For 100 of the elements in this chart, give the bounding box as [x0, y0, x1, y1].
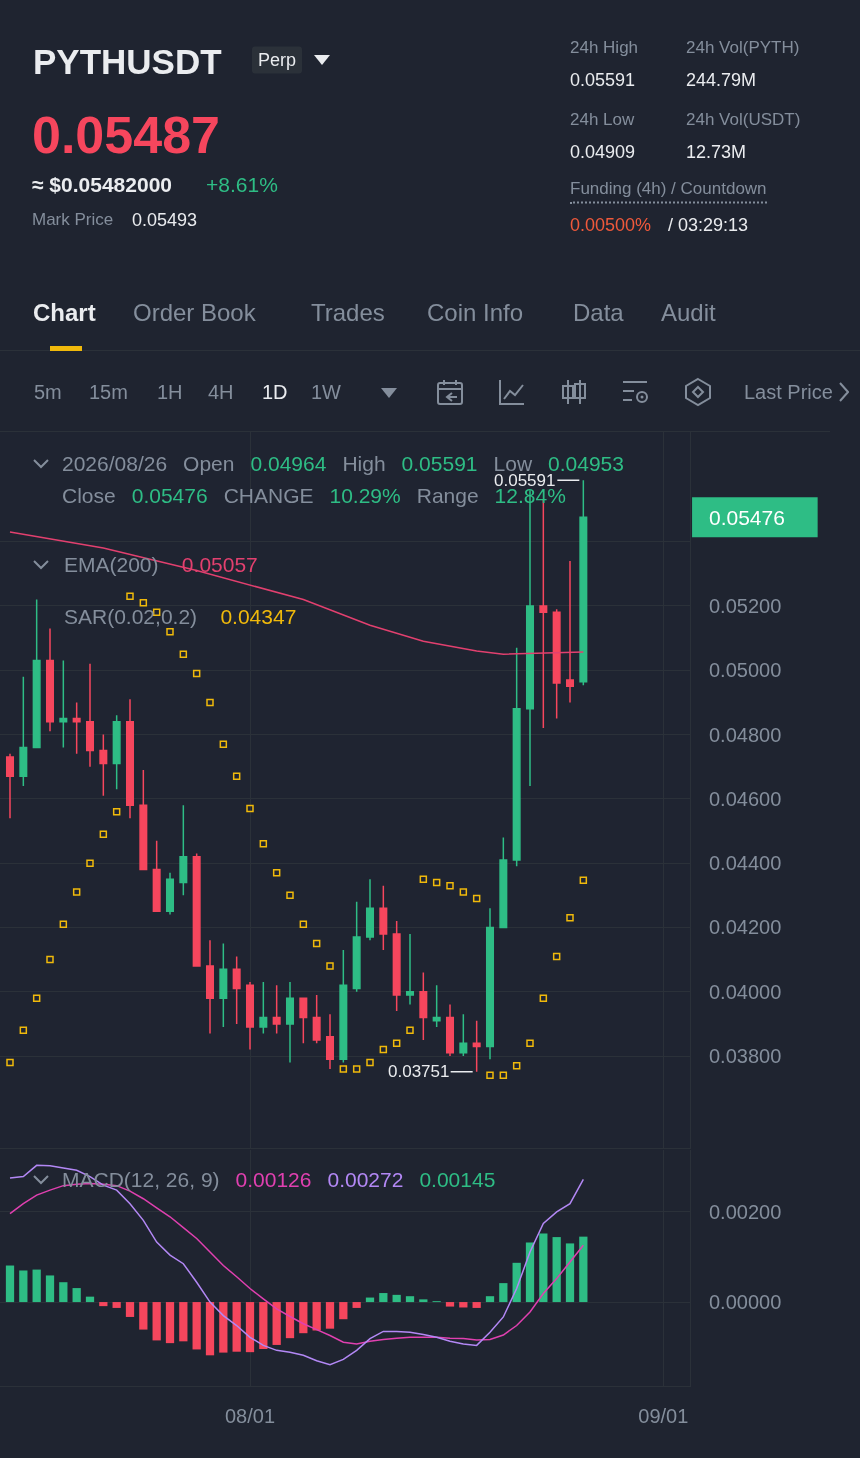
- bar: [32, 1269, 41, 1303]
- text: Mark Price: [32, 210, 114, 230]
- bar: [259, 1302, 268, 1349]
- point: [32, 994, 41, 1002]
- text: Perp: [252, 46, 303, 74]
- text: +8.61%: [206, 173, 278, 197]
- y-tick-label: 0.04400: [709, 852, 782, 875]
- candlestick: [419, 971, 428, 1041]
- text: 0.05487: [32, 105, 220, 165]
- bar: [352, 1302, 361, 1308]
- bar: [339, 1302, 348, 1320]
- series-label: EMA(200): [64, 553, 159, 576]
- y-tick-label: 0.00200: [709, 1200, 782, 1223]
- text: Funding (4h) / Countdown: [570, 178, 767, 204]
- bar: [472, 1302, 481, 1308]
- annotation: High: [342, 451, 386, 477]
- point: [339, 1065, 348, 1073]
- text: 0.05493: [132, 209, 198, 231]
- text: 244.79M: [686, 69, 757, 91]
- x-tick-label: 08/01: [224, 1405, 276, 1427]
- candlestick: [85, 663, 95, 768]
- point: [432, 878, 441, 887]
- point: [392, 1039, 401, 1047]
- bar: [179, 1302, 188, 1342]
- candlestick: [232, 955, 241, 1025]
- y-tick-label: 0.00000: [709, 1291, 782, 1314]
- text: 24h Vol(PYTH): [686, 38, 800, 58]
- point: [299, 920, 308, 928]
- text: 1D: [262, 380, 288, 404]
- candlestick: [152, 839, 161, 913]
- candlestick: [459, 1013, 468, 1057]
- point: [112, 807, 121, 816]
- text: Trades: [311, 299, 385, 327]
- annotation: Range: [416, 483, 479, 509]
- bar: [325, 1302, 335, 1329]
- point: [6, 1058, 14, 1067]
- candlestick: [405, 933, 415, 1006]
- point: [419, 875, 428, 883]
- bar: [445, 1302, 455, 1307]
- text: Audit: [661, 299, 716, 327]
- bar: [299, 1302, 308, 1334]
- candlestick: [285, 981, 295, 1064]
- bar: [552, 1237, 561, 1303]
- candlestick: [512, 646, 521, 868]
- candlestick: [19, 675, 28, 787]
- candlestick: [379, 884, 388, 951]
- point: [59, 920, 68, 928]
- annotation: CHANGE: [223, 483, 314, 509]
- point: [326, 962, 334, 970]
- point: [259, 840, 268, 848]
- bar: [245, 1302, 255, 1353]
- bar: [565, 1243, 575, 1303]
- annotation: 2026/08/26: [62, 451, 168, 477]
- candlestick: [272, 984, 281, 1035]
- candlestick: [179, 804, 188, 897]
- point: [72, 888, 81, 896]
- series-label: SAR(0.02,0.2): [64, 605, 198, 628]
- candlestick: [325, 1013, 335, 1070]
- candlestick: [165, 872, 175, 916]
- line-series: [9, 1164, 585, 1366]
- bar: [205, 1302, 215, 1356]
- candlestick: [552, 608, 561, 720]
- bar: [405, 1296, 415, 1303]
- candlestick: [445, 1003, 455, 1057]
- point: [179, 650, 188, 658]
- text: 0.04909: [570, 141, 636, 163]
- text: 0.00500%: [570, 214, 652, 236]
- point: [539, 994, 548, 1002]
- annotation: 0.04964: [250, 451, 327, 477]
- y-tick-label: 0.04800: [709, 723, 782, 746]
- candlestick: [99, 733, 108, 797]
- candlestick: [485, 907, 495, 1061]
- candlestick: [565, 560, 575, 704]
- bar: [165, 1302, 175, 1344]
- point: [552, 952, 561, 961]
- y-tick-label: 0.05476: [709, 505, 785, 529]
- point: [379, 1045, 388, 1054]
- bar: [312, 1302, 321, 1331]
- bar: [125, 1302, 135, 1317]
- text: ≈ $0.05482000: [32, 173, 172, 197]
- bar: [525, 1242, 535, 1303]
- point: [126, 592, 134, 601]
- annotation: Open: [183, 451, 235, 477]
- point: [46, 955, 54, 964]
- point: [286, 891, 294, 900]
- bar: [5, 1265, 15, 1303]
- point: [499, 1071, 508, 1080]
- candlestick: [32, 598, 41, 749]
- y-tick-label: 0.04000: [709, 980, 782, 1003]
- text: 5m: [34, 380, 62, 404]
- point: [512, 1061, 521, 1070]
- candlestick: [259, 981, 268, 1035]
- point: [446, 881, 454, 890]
- bar: [139, 1302, 148, 1330]
- bar: [499, 1283, 508, 1303]
- point: [312, 939, 321, 948]
- annotation: 0.00272: [327, 1168, 404, 1191]
- text: 4H: [208, 380, 234, 404]
- point: [406, 1026, 414, 1035]
- text: Coin Info: [427, 299, 524, 327]
